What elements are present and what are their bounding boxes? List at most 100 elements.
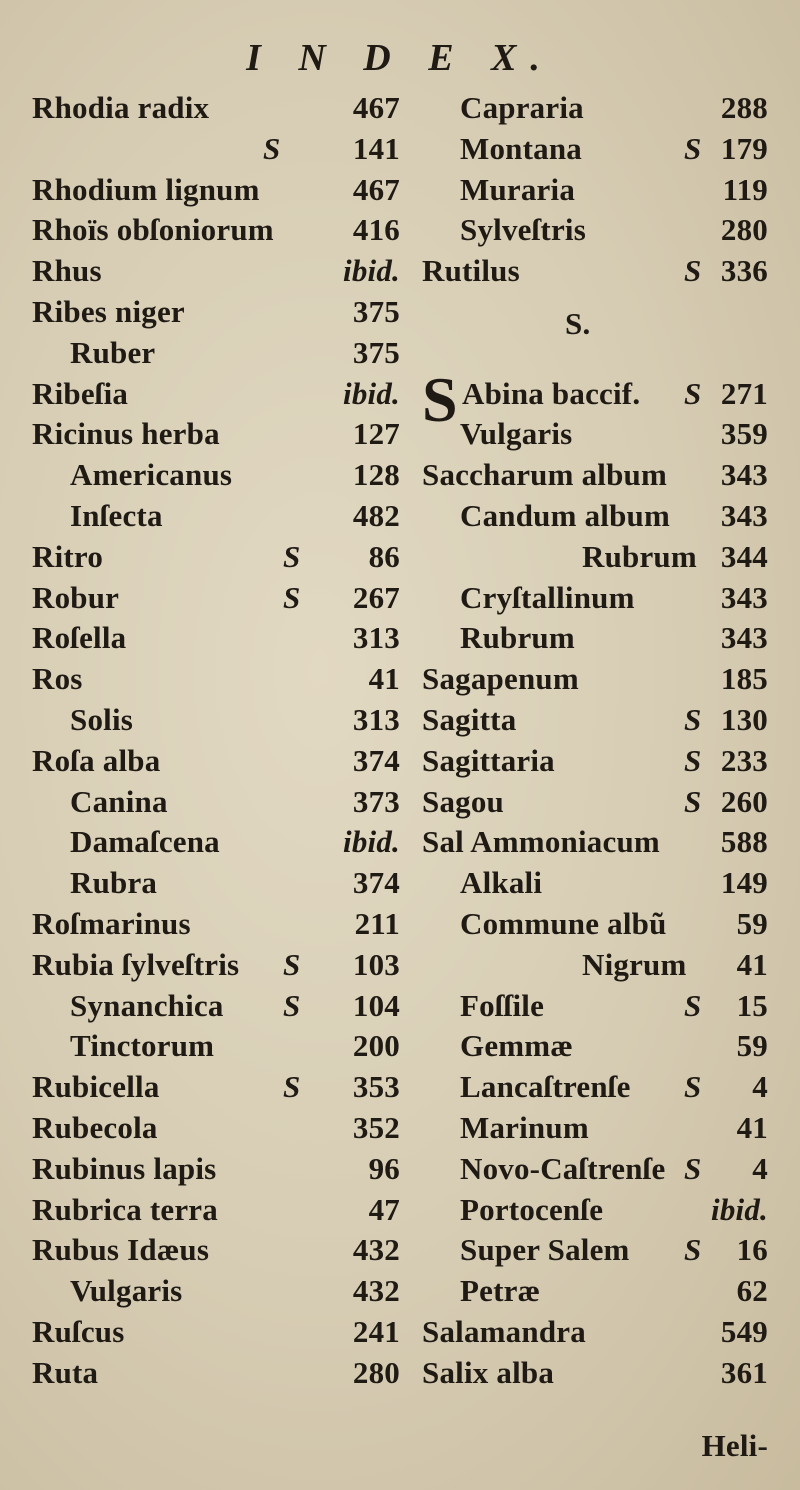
page-number: 352 <box>352 1110 400 1145</box>
index-term: Ruber <box>70 334 156 370</box>
page-number: 482 <box>352 498 400 533</box>
page-number: 361 <box>720 1354 768 1390</box>
page-number: 359 <box>720 416 768 452</box>
index-term: Portocenſe <box>460 1191 604 1227</box>
s-mark: S <box>283 987 301 1023</box>
page-number: 343 <box>720 498 768 533</box>
index-term: Canina <box>70 783 168 819</box>
index-term: Muraria <box>460 171 576 207</box>
index-term: Rubrum <box>460 620 575 656</box>
s-mark: S <box>684 702 702 737</box>
page-number: 59 <box>736 1028 768 1064</box>
page-number: 374 <box>352 742 400 778</box>
index-term: Damaſcena <box>70 824 220 860</box>
index-term: Sal Ammoniacum <box>422 824 660 860</box>
s-mark: S <box>283 946 301 982</box>
page-number: 313 <box>352 702 400 737</box>
page-number: 353 <box>352 1069 400 1105</box>
page-number: 344 <box>720 538 768 574</box>
drop-initial: S <box>422 363 458 435</box>
index-term: Saccharum album <box>422 457 667 493</box>
page-number: 96 <box>368 1150 400 1186</box>
page-number: 62 <box>736 1273 768 1309</box>
page-number: 416 <box>352 212 400 248</box>
s-mark: S <box>283 1069 301 1105</box>
page-number: 373 <box>352 783 400 819</box>
page-number: 375 <box>352 334 400 370</box>
index-term: Rubinus lapis <box>32 1150 217 1186</box>
page-number: 4 <box>752 1150 768 1186</box>
index-term: Solis <box>70 702 134 737</box>
s-mark: S <box>684 130 702 166</box>
page-number: 374 <box>352 865 400 901</box>
s-mark: S <box>684 1232 702 1268</box>
page-number: 179 <box>720 130 768 166</box>
s-mark: S <box>684 783 702 819</box>
catchword: Heli- <box>701 1428 768 1464</box>
index-term: Robur <box>32 579 120 615</box>
page-number: 343 <box>720 457 768 493</box>
page-number: 4 <box>752 1069 768 1105</box>
s-mark: S <box>684 742 702 778</box>
index-term: Americanus <box>70 457 233 493</box>
index-term: Inſecta <box>70 498 163 533</box>
page-number: 271 <box>720 375 768 411</box>
index-term: Foſſile <box>460 987 545 1023</box>
page-number: 211 <box>354 906 400 941</box>
page-number: 313 <box>352 620 400 656</box>
index-term: Ribes niger <box>32 294 185 329</box>
page-number: 103 <box>352 946 400 982</box>
s-mark: S <box>283 579 301 615</box>
s-mark: S <box>684 253 702 289</box>
page-number: 127 <box>352 416 400 452</box>
index-term: Petræ <box>460 1273 541 1309</box>
page-number: 104 <box>352 987 400 1023</box>
index-term: Rhoïs obſoniorum <box>32 212 274 248</box>
page-number: 41 <box>736 1110 768 1145</box>
page-number: 267 <box>352 579 400 615</box>
page-number: 130 <box>720 702 768 737</box>
page-number: 41 <box>368 661 400 697</box>
page-number: 241 <box>352 1314 400 1349</box>
s-mark: S <box>684 1150 702 1186</box>
index-term: Alkali <box>460 865 543 901</box>
page-number: ibid. <box>711 1191 768 1227</box>
page-number: 375 <box>352 294 400 329</box>
page-number: 16 <box>736 1232 768 1268</box>
page-number: 233 <box>720 742 768 778</box>
page-number: 432 <box>352 1232 400 1268</box>
index-term: Rubrica terra <box>32 1191 218 1227</box>
page-header: I N D E X. <box>246 37 554 79</box>
s-mark: S <box>263 130 281 166</box>
index-term: Rutilus <box>422 253 520 289</box>
index-term: Salamandra <box>422 1314 586 1349</box>
page-number: 185 <box>720 661 768 697</box>
index-term: Abina baccif. <box>462 375 641 411</box>
page-number: ibid. <box>343 253 400 289</box>
page-number: 343 <box>720 579 768 615</box>
index-term: Sylveſtris <box>460 212 586 248</box>
index-term: Lancaſtrenſe <box>460 1069 631 1105</box>
index-term: Nigrum <box>582 946 687 982</box>
index-term: Rhodium lignum <box>32 171 260 207</box>
index-term: Ribeſia <box>32 375 129 411</box>
index-term: Vulgaris <box>460 416 573 452</box>
index-term: Marinum <box>460 1110 589 1145</box>
index-term: Sagapenum <box>422 661 579 697</box>
page-number: ibid. <box>343 824 400 860</box>
index-term: Super Salem <box>460 1232 630 1268</box>
index-term: Ruſcus <box>32 1314 125 1349</box>
page-number: 128 <box>352 457 400 493</box>
index-term: Roſella <box>32 620 127 656</box>
index-term: Commune albũ <box>460 906 667 941</box>
index-term: Ritro <box>32 538 104 574</box>
index-term: Salix alba <box>422 1354 555 1390</box>
page-number: 41 <box>736 946 768 982</box>
index-term: Ros <box>32 661 83 697</box>
index-term: Ruta <box>32 1354 99 1390</box>
page-number: 15 <box>736 987 768 1023</box>
page-number: 280 <box>720 212 768 248</box>
page-number: 432 <box>352 1273 400 1309</box>
index-term: Tinctorum <box>70 1028 215 1064</box>
